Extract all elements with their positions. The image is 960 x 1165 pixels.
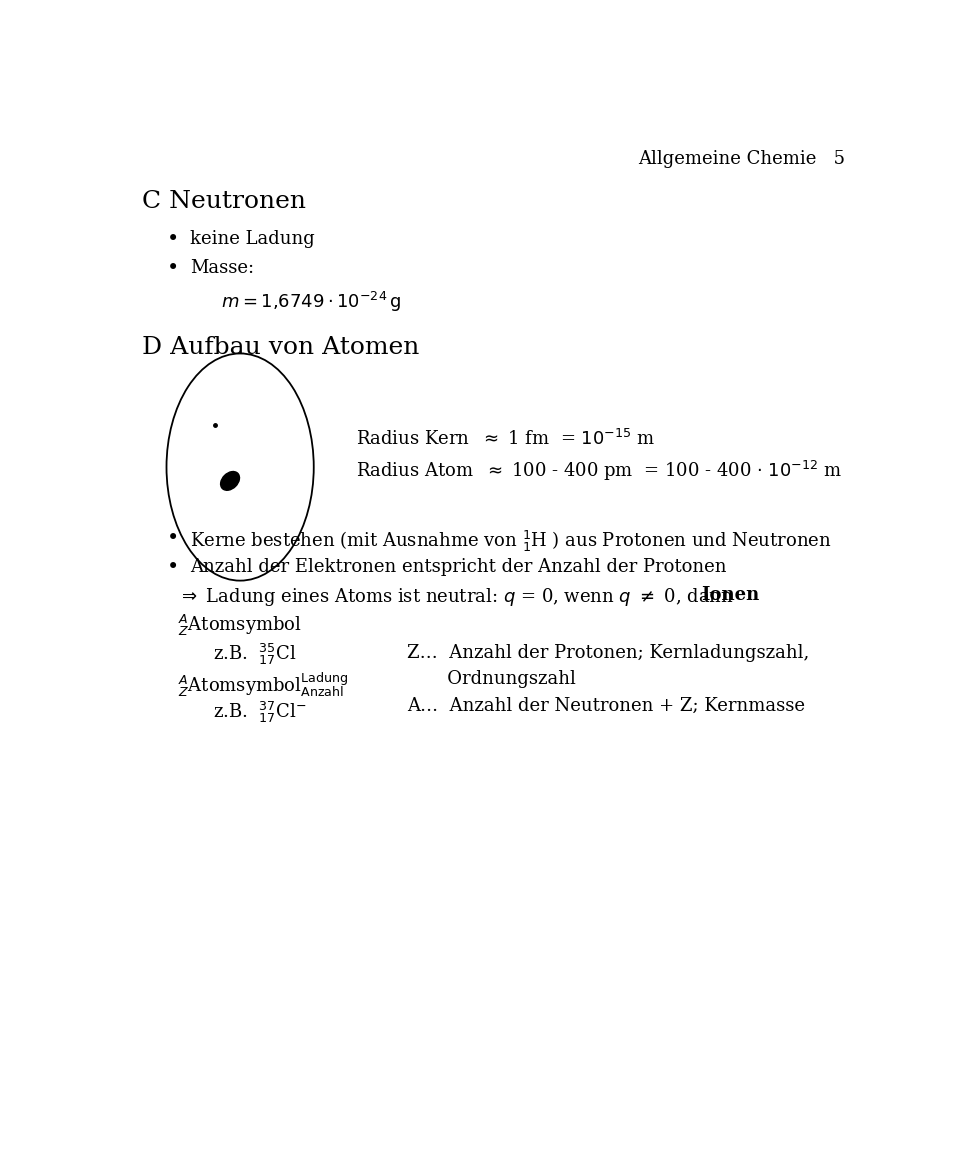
Text: •: • xyxy=(166,259,179,278)
Text: C Neutronen: C Neutronen xyxy=(142,190,305,213)
Text: keine Ladung: keine Ladung xyxy=(190,230,315,248)
Text: $m = 1{,}6749 \cdot 10^{-24}\,\mathrm{g}$: $m = 1{,}6749 \cdot 10^{-24}\,\mathrm{g}… xyxy=(221,290,401,315)
Text: •: • xyxy=(166,558,179,577)
Text: $^{A}_{Z}$Atomsymbol$^{\mathrm{Ladung}}_{\mathrm{Anzahl}}$: $^{A}_{Z}$Atomsymbol$^{\mathrm{Ladung}}_… xyxy=(179,671,348,700)
Text: D Aufbau von Atomen: D Aufbau von Atomen xyxy=(142,337,420,359)
Text: •: • xyxy=(166,230,179,249)
Text: •: • xyxy=(166,529,179,548)
Ellipse shape xyxy=(221,472,239,490)
Text: $\Rightarrow$ Ladung eines Atoms ist neutral: $q$ = 0, wenn $q$ $\neq$ 0, dann: $\Rightarrow$ Ladung eines Atoms ist neu… xyxy=(179,586,734,608)
Text: Z…  Anzahl der Protonen; Kernladungszahl,: Z… Anzahl der Protonen; Kernladungszahl, xyxy=(407,644,809,662)
Text: Ionen: Ionen xyxy=(701,586,759,605)
Text: Allgemeine Chemie   5: Allgemeine Chemie 5 xyxy=(637,150,845,168)
Text: Masse:: Masse: xyxy=(190,259,253,277)
Text: Ordnungszahl: Ordnungszahl xyxy=(407,670,576,689)
Text: z.B.  $^{37}_{17}$Cl$^{-}$: z.B. $^{37}_{17}$Cl$^{-}$ xyxy=(213,700,306,725)
Text: Radius Atom  $\approx$ 100 - 400 pm  = 100 - 400 $\cdot$ $10^{-12}$ m: Radius Atom $\approx$ 100 - 400 pm = 100… xyxy=(356,459,843,483)
Text: A…  Anzahl der Neutronen + Z; Kernmasse: A… Anzahl der Neutronen + Z; Kernmasse xyxy=(407,697,804,714)
Text: $^{A}_{Z}$Atomsymbol: $^{A}_{Z}$Atomsymbol xyxy=(179,613,302,638)
Text: Kerne bestehen (mit Ausnahme von $^{1}_{1}$H ) aus Protonen und Neutronen: Kerne bestehen (mit Ausnahme von $^{1}_{… xyxy=(190,529,831,553)
Text: Anzahl der Elektronen entspricht der Anzahl der Protonen: Anzahl der Elektronen entspricht der Anz… xyxy=(190,558,727,576)
Text: Radius Kern  $\approx$ 1 fm  = $10^{-15}$ m: Radius Kern $\approx$ 1 fm = $10^{-15}$ … xyxy=(356,429,656,449)
Text: z.B.  $^{35}_{17}$Cl: z.B. $^{35}_{17}$Cl xyxy=(213,642,297,666)
